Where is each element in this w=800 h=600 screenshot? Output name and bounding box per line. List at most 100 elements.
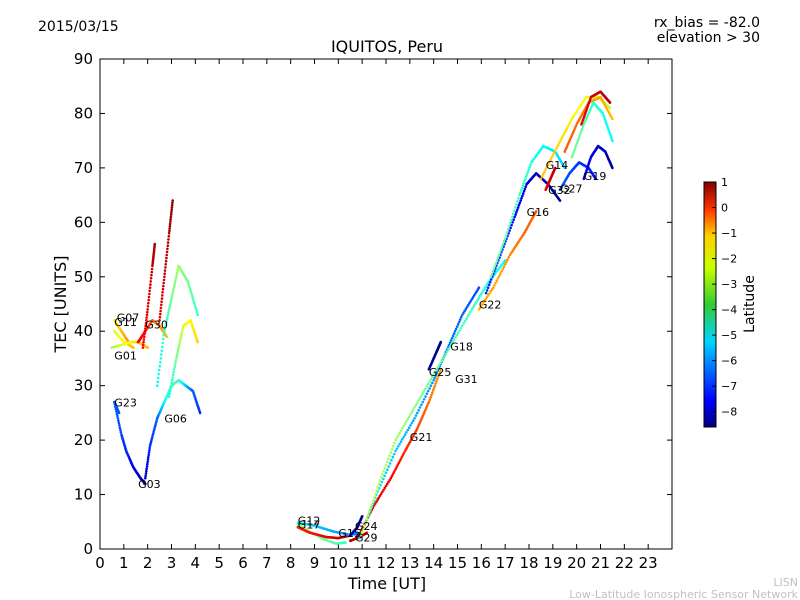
data-point [181,326,185,330]
data-point [558,140,561,144]
data-point [165,335,168,339]
date-label: 2015/03/15 [38,19,119,35]
data-point [565,146,568,149]
data-point [513,215,516,219]
data-point [376,498,380,501]
data-point [366,513,370,517]
data-point [410,410,414,414]
data-point [165,253,168,257]
data-point [395,465,399,468]
data-point [501,267,505,271]
data-point [170,381,173,385]
data-point [169,387,172,390]
data-point [119,431,123,434]
data-point [409,424,412,427]
data-point [437,372,441,376]
data-point [452,332,456,335]
data-point [563,150,567,153]
data-point [514,206,517,209]
data-point [388,462,392,465]
data-point [378,494,382,498]
data-point [534,210,538,213]
data-point [386,468,389,472]
data-point [159,312,162,316]
plot-area [99,58,673,550]
data-point [447,347,450,351]
data-point [170,203,174,207]
data-point [150,436,154,440]
data-point [173,283,176,286]
data-point [190,292,193,296]
data-point [451,334,455,338]
data-point [451,340,455,344]
data-point [387,457,390,461]
colorbar-tick-label: −2 [721,253,737,266]
data-point [578,134,581,138]
data-point [527,168,531,171]
data-point [584,111,587,114]
data-point [375,500,378,503]
data-point [371,499,375,503]
data-point [611,117,614,121]
data-point [429,378,433,381]
data-point [402,435,406,439]
data-point [166,244,170,247]
x-tick-label: 10 [329,554,348,572]
data-point [492,286,495,290]
data-point [393,441,396,445]
data-point [384,463,388,467]
data-point [406,417,410,421]
data-point [517,203,521,207]
data-point [521,194,524,198]
data-point [455,333,459,337]
satellite-label: G14 [546,159,569,172]
data-point [469,300,472,303]
data-point [168,227,171,230]
satellite-label: G17 [298,518,321,531]
data-point [176,352,179,356]
data-point [192,299,195,303]
data-point [374,492,377,496]
data-point [433,376,437,380]
satellite-label: G30 [145,319,168,332]
data-point [158,315,162,319]
x-tick-label: 13 [400,554,419,572]
colorbar-tick-label: −8 [721,406,737,419]
data-point [439,361,442,365]
data-point [170,210,173,214]
data-point [171,199,174,202]
data-point [168,222,172,226]
series-g06 [144,378,202,480]
data-point [609,133,612,137]
data-point [365,531,369,534]
data-point [177,345,181,349]
data-point [455,325,459,328]
data-point [162,281,165,285]
data-point [500,245,504,249]
data-point [417,408,421,412]
data-point [405,431,408,434]
data-point [170,206,174,209]
data-point [477,286,481,290]
data-point [461,313,464,317]
data-point [397,461,401,465]
data-point [144,324,147,328]
data-point [425,404,429,408]
data-point [436,377,439,381]
data-point [145,319,148,322]
data-point [148,444,152,447]
data-point [173,362,177,366]
data-point [550,156,553,160]
data-point [520,196,523,200]
data-point [401,453,405,457]
data-point [383,466,387,470]
data-point [553,166,557,170]
data-point [474,302,477,305]
x-tick-label: 4 [191,554,201,572]
data-point [605,123,609,127]
data-point [395,436,399,440]
satellite-label: G25 [429,366,452,379]
data-point [117,411,121,415]
data-point [148,448,151,452]
data-point [574,146,577,149]
